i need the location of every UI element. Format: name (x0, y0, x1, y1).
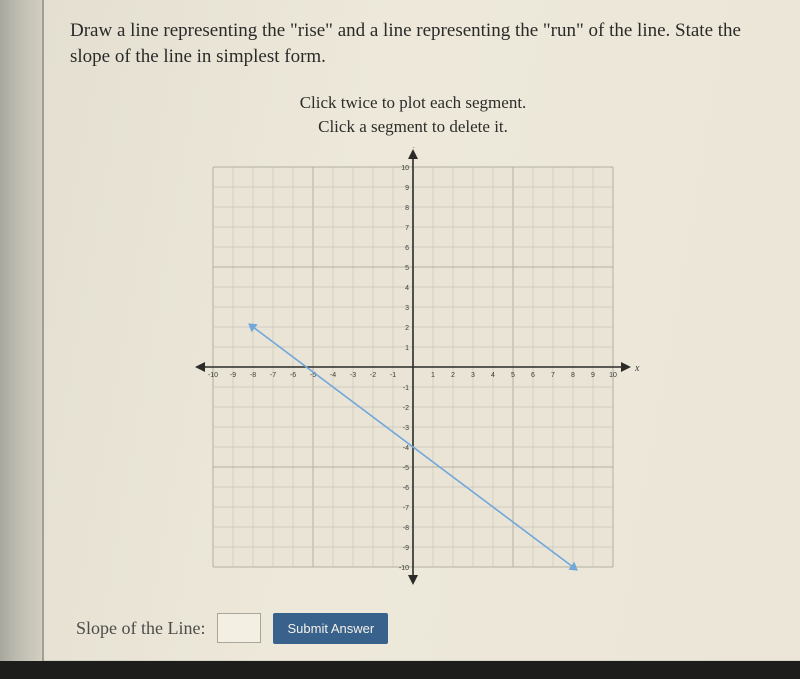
svg-text:8: 8 (571, 372, 575, 379)
svg-text:6: 6 (405, 245, 409, 252)
svg-text:-2: -2 (403, 405, 409, 412)
worksheet-page: Draw a line representing the "rise" and … (44, 0, 800, 660)
svg-text:-4: -4 (403, 445, 409, 452)
coordinate-plane[interactable]: -10 -9 -8 -7 -6 -5 -4 -3 -2 -1 1 2 3 4 5 6 7 8 9 10 -10 -9 -8 -… (183, 147, 643, 587)
svg-text:-5: -5 (403, 465, 409, 472)
svg-text:5: 5 (511, 372, 515, 379)
answer-row: Slope of the Line: Submit Answer (76, 613, 756, 644)
page-bottom-bar (0, 661, 800, 679)
svg-text:4: 4 (405, 285, 409, 292)
svg-text:5: 5 (405, 265, 409, 272)
svg-text:7: 7 (405, 225, 409, 232)
svg-text:-6: -6 (290, 372, 296, 379)
plot-instructions: Click twice to plot each segment. Click … (70, 91, 756, 139)
svg-text:-8: -8 (250, 372, 256, 379)
svg-text:3: 3 (405, 305, 409, 312)
chart-container: -10 -9 -8 -7 -6 -5 -4 -3 -2 -1 1 2 3 4 5 6 7 8 9 10 -10 -9 -8 -… (70, 147, 756, 587)
svg-text:9: 9 (405, 185, 409, 192)
svg-text:-8: -8 (403, 525, 409, 532)
question-text: Draw a line representing the "rise" and … (70, 18, 756, 69)
svg-text:-9: -9 (403, 545, 409, 552)
svg-text:-9: -9 (230, 372, 236, 379)
svg-text:6: 6 (531, 372, 535, 379)
svg-text:3: 3 (471, 372, 475, 379)
svg-text:2: 2 (451, 372, 455, 379)
svg-text:10: 10 (609, 372, 617, 379)
svg-text:x: x (634, 363, 640, 374)
submit-button[interactable]: Submit Answer (273, 613, 388, 644)
svg-text:9: 9 (591, 372, 595, 379)
svg-text:2: 2 (405, 325, 409, 332)
instruction-line-2: Click a segment to delete it. (70, 115, 756, 139)
svg-text:-10: -10 (208, 372, 218, 379)
svg-text:-3: -3 (350, 372, 356, 379)
svg-text:-10: -10 (399, 565, 409, 572)
svg-text:-1: -1 (390, 372, 396, 379)
svg-text:-7: -7 (270, 372, 276, 379)
slope-input[interactable] (217, 613, 261, 643)
svg-text:-1: -1 (403, 385, 409, 392)
svg-text:-4: -4 (330, 372, 336, 379)
svg-text:-7: -7 (403, 505, 409, 512)
instruction-line-1: Click twice to plot each segment. (70, 91, 756, 115)
svg-text:-2: -2 (370, 372, 376, 379)
svg-text:8: 8 (405, 205, 409, 212)
page-left-shadow (0, 0, 44, 679)
svg-text:1: 1 (431, 372, 435, 379)
svg-text:7: 7 (551, 372, 555, 379)
slope-label: Slope of the Line: (76, 618, 205, 639)
svg-text:y: y (413, 147, 419, 148)
svg-text:10: 10 (401, 165, 409, 172)
svg-text:4: 4 (491, 372, 495, 379)
svg-text:1: 1 (405, 345, 409, 352)
svg-text:-3: -3 (403, 425, 409, 432)
svg-text:-6: -6 (403, 485, 409, 492)
